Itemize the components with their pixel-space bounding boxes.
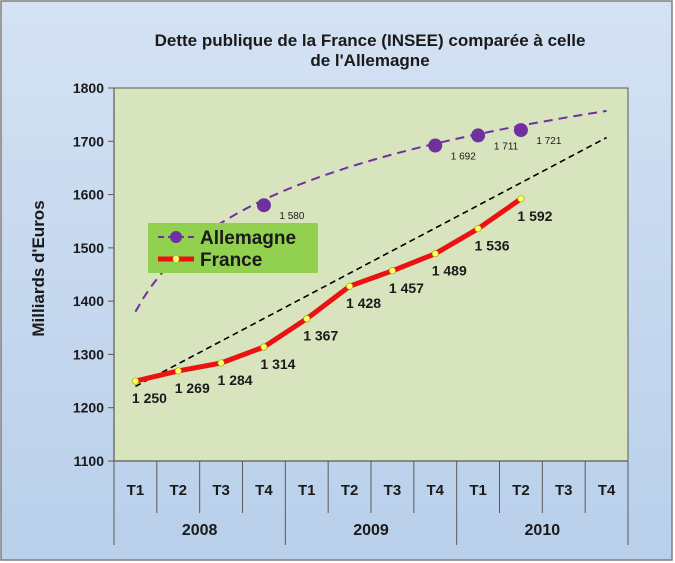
series-line-france	[134, 196, 523, 384]
france-point	[131, 377, 139, 385]
x-tick-label: T2	[169, 482, 187, 499]
axes: 1100 1200 1300 1400 1500 1600 1700 1800 Milliard…	[29, 80, 629, 545]
france-point	[217, 359, 225, 367]
plot-area	[113, 87, 629, 462]
trendlines	[134, 109, 607, 388]
x-tick-label: T1	[298, 482, 316, 499]
y-tick-label: 1200	[73, 400, 104, 416]
france-data-label: 1 489	[432, 263, 467, 279]
france-point	[431, 250, 439, 258]
france-data-label: 1 367	[303, 328, 338, 344]
france-point	[174, 367, 182, 375]
france-data-label: 1 592	[517, 208, 552, 224]
france-point	[517, 195, 525, 203]
france-data-label: 1 250	[132, 390, 167, 406]
x-tick-label: T3	[555, 482, 573, 499]
year-label: 2008	[182, 522, 218, 539]
y-tick-label: 1100	[74, 453, 105, 469]
x-tick-label: T4	[255, 482, 273, 499]
france-data-label: 1 284	[218, 372, 253, 388]
trendline-allemagne	[134, 109, 607, 313]
chart-title-line: de l'Allemagne	[310, 51, 429, 70]
y-axis-title: Milliards d'Euros	[29, 200, 48, 336]
france-data-label: 1 314	[260, 356, 295, 372]
allemagne-point	[513, 123, 528, 138]
y-tick-label: 1700	[73, 133, 104, 149]
france-point	[260, 343, 268, 351]
x-tick-label: T3	[384, 482, 402, 499]
allemagne-point	[428, 138, 443, 153]
allemagne-data-label: 1 580	[279, 211, 304, 222]
x-tick-label: T4	[598, 482, 616, 499]
x-tick-label: T1	[469, 482, 487, 499]
allemagne-data-label: 1 692	[451, 152, 476, 163]
x-tick-label: T2	[512, 482, 530, 499]
x-tick-label: T1	[127, 482, 145, 499]
france-point	[346, 282, 354, 290]
france-point	[303, 315, 311, 323]
france-data-label: 1 428	[346, 295, 381, 311]
year-label: 2010	[525, 522, 561, 539]
trendline-france	[135, 136, 607, 388]
series-layer	[131, 123, 528, 385]
france-data-label: 1 457	[389, 280, 424, 296]
y-tick-label: 1800	[73, 80, 104, 96]
chart-title: Dette publique de la France (INSEE) comp…	[155, 31, 586, 70]
allemagne-point	[256, 198, 271, 213]
legend-label-france: France	[200, 250, 262, 271]
allemagne-point	[471, 128, 486, 143]
allemagne-data-label: 1 721	[536, 136, 561, 147]
france-data-label: 1 536	[475, 238, 510, 254]
france-point	[474, 225, 482, 233]
legend-france-marker	[172, 255, 180, 263]
france-point	[388, 267, 396, 275]
chart-title-line: Dette publique de la France (INSEE) comp…	[155, 31, 586, 50]
legend-allemagne-marker	[170, 231, 182, 243]
x-tick-label: T4	[426, 482, 444, 499]
data-labels: 1 250 1 269 1 284 1 314 1 367 1 428 1 457 1 489…	[132, 136, 562, 406]
y-tick-label: 1500	[73, 240, 104, 256]
allemagne-data-label: 1 711	[494, 141, 519, 152]
france-data-label: 1 269	[175, 380, 210, 396]
legend-label-allemagne: Allemagne	[200, 228, 296, 249]
y-tick-label: 1600	[73, 187, 104, 203]
y-tick-label: 1400	[73, 293, 104, 309]
year-label: 2009	[353, 522, 389, 539]
x-tick-label: T2	[341, 482, 359, 499]
y-tick-label: 1300	[73, 346, 104, 362]
x-tick-label: T3	[212, 482, 230, 499]
